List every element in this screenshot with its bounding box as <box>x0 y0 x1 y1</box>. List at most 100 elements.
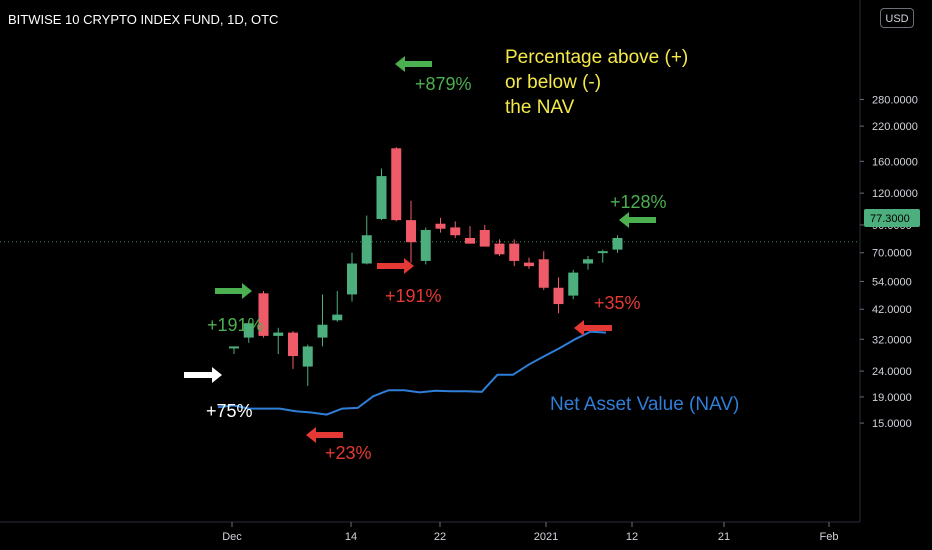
candle <box>391 147 402 222</box>
pct-label-red-right: +35% <box>594 293 641 313</box>
candle <box>465 226 475 244</box>
y-tick-label: 24.0000 <box>872 366 912 378</box>
y-tick-label: 54.0000 <box>872 276 912 288</box>
candle <box>538 251 549 290</box>
candle <box>509 239 520 267</box>
candle <box>361 215 372 265</box>
candle <box>524 257 534 269</box>
nav-line <box>217 330 607 416</box>
candle-body <box>524 262 534 267</box>
candle-body <box>288 332 298 357</box>
last-price-value: 77.3000 <box>870 213 910 225</box>
arrow-left-red-low <box>306 427 343 443</box>
candle <box>406 200 416 263</box>
candle <box>332 291 343 322</box>
candle-body <box>332 314 343 321</box>
pct-label-red-mid: +191% <box>385 286 442 306</box>
candle <box>583 255 593 270</box>
candle <box>553 277 564 314</box>
x-axis: Dec 14 22 2021 12 21 Feb <box>222 522 838 543</box>
note-line-3: the NAV <box>505 97 575 118</box>
pct-label-peak: +879% <box>415 74 472 94</box>
x-tick-label: Dec <box>222 531 242 543</box>
candle-body <box>612 237 623 250</box>
candle-body <box>347 263 357 295</box>
nav-line-layer <box>217 330 607 416</box>
arrow-left-green-peak <box>395 56 432 72</box>
candle-body <box>302 346 313 367</box>
x-tick-label: 12 <box>626 531 638 543</box>
pct-label-red-low: +23% <box>325 443 372 463</box>
candle <box>288 330 298 369</box>
y-tick-label: 15.0000 <box>872 418 912 430</box>
candle <box>479 224 490 247</box>
note-line-1: Percentage above (+) <box>505 47 688 68</box>
x-tick-label: 22 <box>434 531 446 543</box>
candle <box>494 239 505 256</box>
x-tick-label: 14 <box>345 531 357 543</box>
candle <box>273 327 284 355</box>
pct-label-green-left: +191% <box>207 315 264 335</box>
candles-layer <box>229 147 623 386</box>
y-tick-label: 160.0000 <box>872 156 918 168</box>
candle-body <box>450 227 461 236</box>
x-tick-label: Feb <box>820 531 839 543</box>
candle <box>347 252 357 302</box>
candle <box>317 294 328 347</box>
arrows-layer <box>184 56 656 443</box>
candle <box>568 269 579 300</box>
candle-body <box>243 323 254 338</box>
note-line-2: or below (-) <box>505 72 601 93</box>
y-tick-label: 19.0000 <box>872 392 912 404</box>
y-tick-label: 42.0000 <box>872 304 912 316</box>
x-tick-label: 2021 <box>534 531 558 543</box>
candle-body <box>361 235 372 264</box>
candle <box>258 291 269 338</box>
y-axis: 15.0000 19.0000 24.0000 32.0000 42.0000 54.00… <box>860 94 918 430</box>
arrow-left-red-right <box>574 320 612 336</box>
candle <box>302 344 313 386</box>
candle-body <box>509 243 520 261</box>
candle-body <box>406 220 416 243</box>
nav-series-label: Net Asset Value (NAV) <box>550 394 739 415</box>
candle-body <box>420 229 431 261</box>
grid-lines <box>0 0 861 523</box>
candle <box>229 346 239 355</box>
y-tick-label: 70.0000 <box>872 248 912 260</box>
y-tick-label: 220.0000 <box>872 121 918 133</box>
candle-body <box>465 237 475 244</box>
currency-button[interactable]: USD <box>880 8 914 28</box>
candle <box>435 217 446 233</box>
arrow-right-green <box>215 283 252 299</box>
candle <box>612 235 623 253</box>
candle <box>243 321 254 343</box>
arrow-left-green-last <box>619 212 656 228</box>
candle-body <box>538 259 549 288</box>
pct-label-last: +128% <box>610 192 667 212</box>
candle-body <box>494 243 505 255</box>
candle-body <box>229 346 239 349</box>
candle-body <box>597 251 608 254</box>
candle <box>376 168 387 221</box>
candle-body <box>258 293 269 336</box>
candle-body <box>553 287 564 305</box>
y-tick-label: 280.0000 <box>872 94 918 106</box>
candle-body <box>391 148 402 221</box>
last-price-badge: 77.3000 <box>864 209 920 227</box>
candle-body <box>583 259 593 264</box>
y-tick-label: 32.0000 <box>872 334 912 346</box>
candle-body <box>317 324 328 338</box>
candle-body <box>376 176 387 219</box>
y-tick-label: 120.0000 <box>872 188 918 200</box>
candle <box>420 227 431 265</box>
x-tick-label: 21 <box>718 531 730 543</box>
candle <box>450 221 461 238</box>
candle-body <box>273 332 284 336</box>
chart-title: BITWISE 10 CRYPTO INDEX FUND, 1D, OTC <box>8 12 278 27</box>
arrow-right-red-mid <box>377 258 414 274</box>
candle-body <box>479 229 490 247</box>
candle <box>597 249 608 263</box>
candle-body <box>435 223 446 229</box>
candle-body <box>568 272 579 296</box>
